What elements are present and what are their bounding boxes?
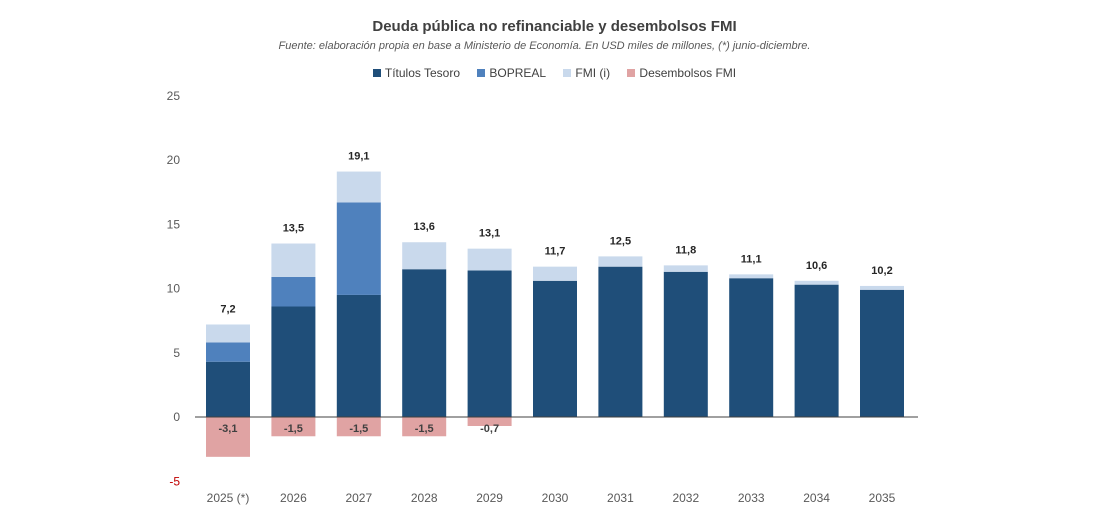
bar-segment xyxy=(402,269,447,417)
total-data-label: 10,2 xyxy=(871,265,892,277)
bar-negative xyxy=(271,417,316,437)
bar-negative xyxy=(402,417,447,437)
bar-segment xyxy=(860,289,904,417)
negative-data-label: -1,5 xyxy=(349,423,368,435)
bar-segment xyxy=(271,306,316,417)
x-tick-label: 2028 xyxy=(411,491,438,505)
bar-segment xyxy=(794,280,839,285)
chart-subtitle: Fuente: elaboración propia en base a Min… xyxy=(278,40,811,52)
negative-data-label: -0,7 xyxy=(480,423,499,435)
y-tick-label: 15 xyxy=(167,217,181,231)
legend-swatch xyxy=(627,69,636,77)
bar-segment xyxy=(663,271,708,417)
negative-data-label: -3,1 xyxy=(219,423,238,435)
legend-swatch xyxy=(372,69,381,77)
x-tick-label: 2034 xyxy=(803,491,830,505)
x-tick-label: 2026 xyxy=(280,491,307,505)
y-tick-label: 5 xyxy=(173,346,180,360)
x-tick-label: 2032 xyxy=(672,491,699,505)
bar-segment xyxy=(663,265,708,272)
total-data-label: 11,1 xyxy=(741,253,762,265)
bar-negative xyxy=(206,417,250,457)
negative-data-label: -1,5 xyxy=(415,423,434,435)
x-tick-label: 2030 xyxy=(542,491,569,505)
x-tick-label: 2029 xyxy=(476,491,503,505)
legend-item-titulos-tesoro: Títulos Tesoro xyxy=(372,66,461,80)
negative-data-label: -1,5 xyxy=(284,423,303,435)
bar-segment xyxy=(402,242,447,270)
legend-item-desembolsos-fmi: Desembolsos FMI xyxy=(627,66,736,80)
legend-item-fmi: FMI (i) xyxy=(563,66,610,80)
y-tick-label: 10 xyxy=(167,282,181,296)
total-data-label: 13,5 xyxy=(283,223,304,235)
total-data-label: 19,1 xyxy=(348,151,369,163)
legend-swatch xyxy=(477,69,486,77)
bar-segment xyxy=(271,243,316,277)
legend-label: BOPREAL xyxy=(489,66,547,80)
total-data-label: 13,6 xyxy=(413,221,434,233)
bar-segment xyxy=(467,270,512,417)
legend-swatch xyxy=(563,69,572,77)
bar-segment xyxy=(336,202,381,295)
legend-label: FMI (i) xyxy=(575,66,611,80)
y-tick-label: 20 xyxy=(167,153,181,167)
chart-title: Deuda pública no refinanciable y desembo… xyxy=(372,18,737,35)
x-tick-label: 2027 xyxy=(345,491,372,505)
bar-segment xyxy=(206,324,250,343)
total-data-label: 11,7 xyxy=(545,246,566,258)
total-data-label: 12,5 xyxy=(610,235,631,247)
bar-segment xyxy=(533,280,577,417)
bar-segment xyxy=(598,256,643,267)
legend-label: Títulos Tesoro xyxy=(384,66,461,80)
bar-segment xyxy=(271,276,316,307)
bar-segment xyxy=(729,274,774,279)
bar-segment xyxy=(336,171,381,203)
total-data-label: 11,8 xyxy=(675,244,696,256)
bar-segment xyxy=(206,342,250,362)
x-tick-label: 2033 xyxy=(738,491,765,505)
bar-segment xyxy=(336,294,381,417)
legend-item-bopreal: BOPREAL xyxy=(477,66,546,80)
total-data-label: 7,2 xyxy=(220,303,235,315)
bar-segment xyxy=(860,285,904,290)
bar-segment xyxy=(598,266,643,417)
y-tick-label: 25 xyxy=(167,89,181,103)
bar-negative xyxy=(336,417,381,437)
x-tick-label: 2025 (*) xyxy=(207,491,250,505)
legend-label: Desembolsos FMI xyxy=(639,66,737,80)
total-data-label: 10,6 xyxy=(806,260,827,272)
bar-segment xyxy=(206,361,250,417)
x-tick-label: 2031 xyxy=(607,491,634,505)
bar-segment xyxy=(467,248,512,271)
bar-negative xyxy=(467,417,512,426)
x-tick-label: 2035 xyxy=(869,491,896,505)
bar-segment xyxy=(794,284,839,417)
total-data-label: 13,1 xyxy=(479,228,500,240)
y-tick-label: 0 xyxy=(173,410,180,424)
bar-segment xyxy=(729,278,774,417)
chart-legend: Títulos Tesoro BOPREAL FMI (i) Desembols… xyxy=(0,66,1109,80)
y-tick-label: -5 xyxy=(169,474,180,488)
bar-segment xyxy=(533,266,577,281)
